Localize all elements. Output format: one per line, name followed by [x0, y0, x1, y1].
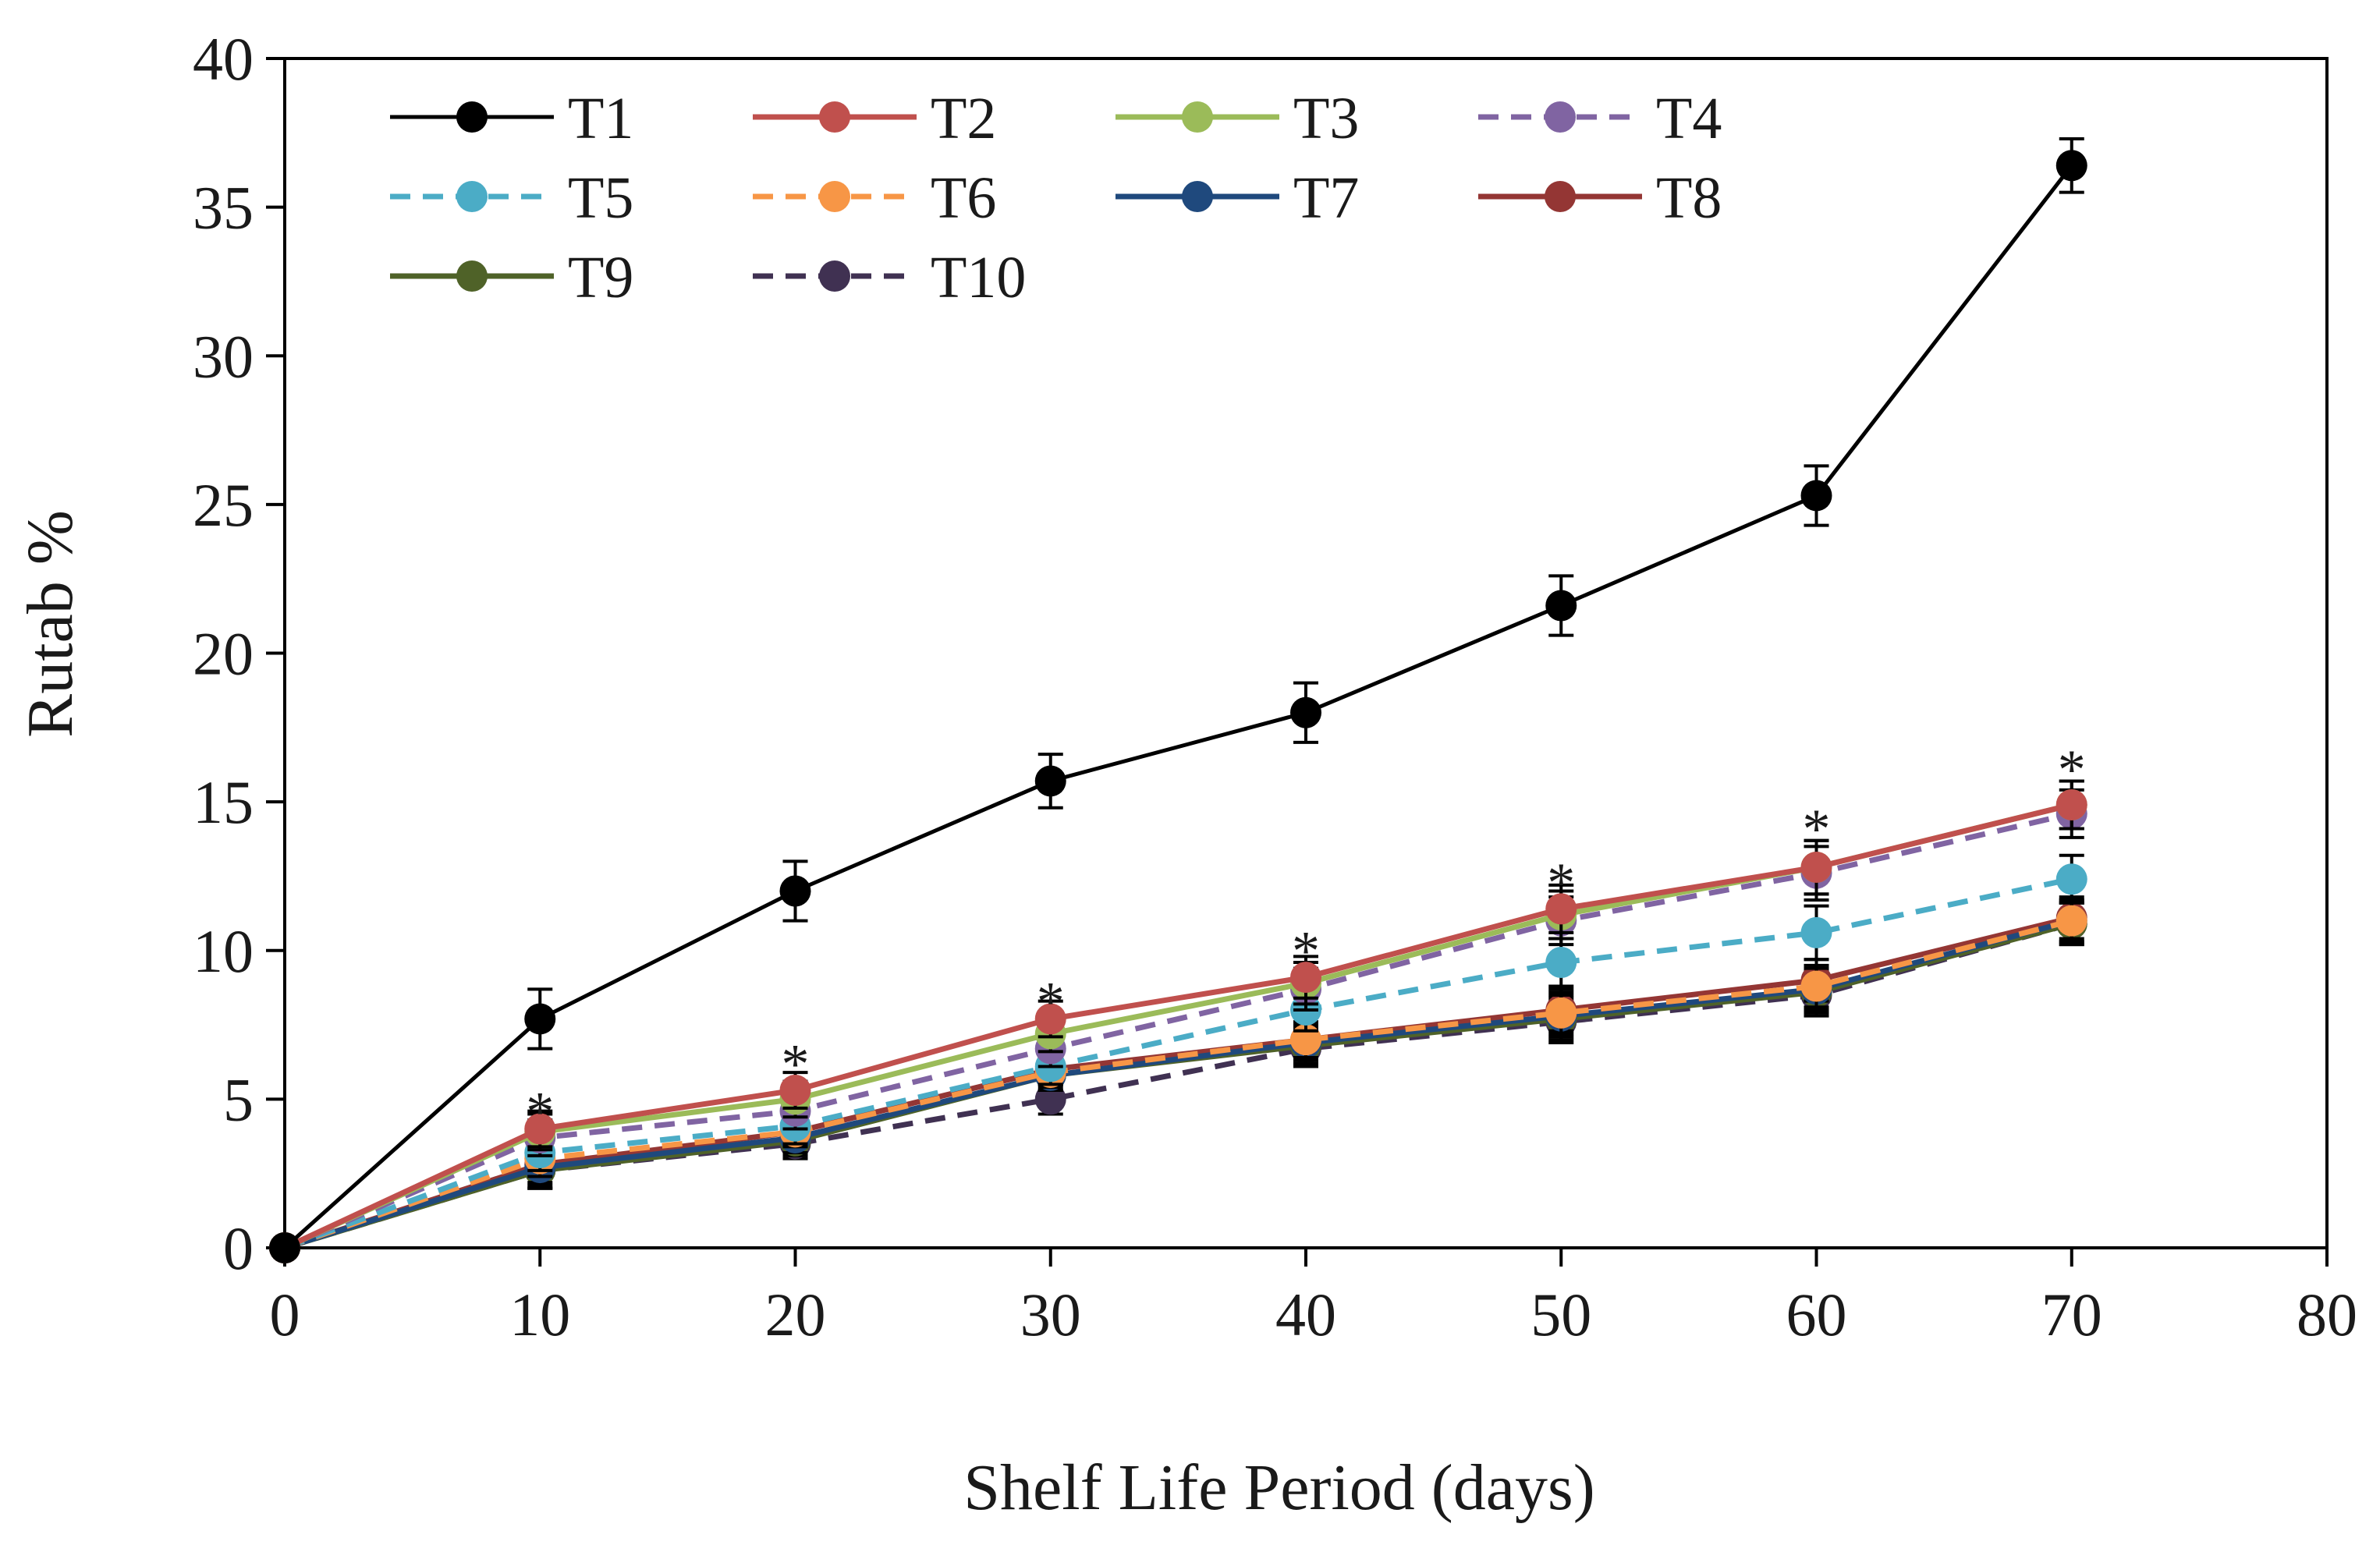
legend-swatch-marker [1545, 181, 1576, 212]
legend-item-t9: T9 [390, 245, 633, 310]
y-tick-label: 5 [223, 1065, 254, 1133]
y-axis: 0 5 10 15 20 25 30 35 40 [193, 25, 285, 1282]
legend-item-t5: T5 [390, 165, 633, 231]
data-point [1034, 765, 1066, 797]
significance-marker: * [2058, 739, 2086, 801]
data-point [2055, 905, 2087, 937]
legend-item-t7: T7 [1116, 165, 1359, 231]
legend-item-t6: T6 [753, 165, 996, 231]
legend-label: T10 [931, 245, 1026, 310]
legend-item-t4: T4 [1478, 86, 1722, 151]
legend-label: T7 [1293, 165, 1359, 231]
legend-label: T4 [1656, 86, 1722, 151]
legend-swatch-marker [819, 181, 850, 212]
data-point [2055, 788, 2087, 820]
series-line [283, 810, 2073, 1251]
data-point [2055, 863, 2087, 895]
legend-swatch-marker [456, 181, 488, 212]
legend-item-t8: T8 [1478, 165, 1722, 231]
x-tick-label: 40 [1275, 1281, 1336, 1348]
legend-swatch-marker [1182, 181, 1213, 212]
x-tick-label: 60 [1786, 1281, 1847, 1348]
x-tick-label: 80 [2297, 1281, 2357, 1348]
series-line [283, 918, 2073, 1251]
legend-swatch-marker [1545, 101, 1576, 133]
significance-marker: * [1037, 970, 1065, 1033]
x-tick-label: 0 [270, 1281, 300, 1348]
data-point [1290, 962, 1321, 994]
significance-annotations: * * * * * * * [526, 739, 2086, 1143]
y-tick-label: 40 [193, 25, 254, 93]
y-tick-label: 20 [193, 620, 254, 688]
significance-marker: * [1547, 852, 1575, 914]
significance-marker: * [526, 1080, 554, 1143]
x-tick-label: 50 [1531, 1281, 1591, 1348]
y-tick-label: 35 [193, 174, 254, 242]
data-point [1034, 1003, 1066, 1035]
legend-item-t3: T3 [1116, 86, 1359, 151]
series-line [283, 164, 2073, 1249]
data-point [1800, 480, 1832, 512]
data-point [1800, 916, 1832, 948]
y-tick-label: 15 [193, 768, 254, 836]
y-axis-title: Rutab % [14, 510, 87, 738]
legend-swatch-marker [819, 260, 850, 292]
x-tick-label: 30 [1020, 1281, 1081, 1348]
legend-item-t10: T10 [753, 245, 1026, 310]
legend-swatch-marker [819, 101, 850, 133]
legend-item-t2: T2 [753, 86, 996, 151]
data-point [1290, 696, 1321, 728]
legend: T1 T2 T3 T4 T5 T6 T7 T8 T9 T10 [390, 86, 1722, 310]
x-tick-label: 20 [765, 1281, 826, 1348]
series-t2 [269, 779, 2087, 1263]
y-tick-label: 30 [193, 322, 254, 390]
legend-label: T8 [1656, 165, 1722, 231]
significance-marker: * [1803, 798, 1831, 860]
legend-label: T6 [931, 165, 996, 231]
data-point [2055, 150, 2087, 182]
legend-item-t1: T1 [390, 86, 633, 151]
data-point [1545, 893, 1577, 925]
data-point [1800, 852, 1832, 883]
series-t1 [269, 136, 2087, 1263]
significance-marker: * [782, 1033, 810, 1095]
series-line [283, 918, 2073, 1251]
x-tick-label: 10 [509, 1281, 570, 1348]
data-point [1800, 970, 1832, 1002]
legend-label: T9 [568, 245, 633, 310]
x-axis-title: Shelf Life Period (days) [963, 1451, 1594, 1524]
data-point [779, 875, 811, 907]
data-point [524, 1003, 556, 1035]
legend-label: T1 [568, 86, 633, 151]
legend-swatch-marker [1182, 101, 1213, 133]
series-line [283, 876, 2073, 1251]
data-point [269, 1232, 300, 1263]
data-point [1545, 590, 1577, 622]
x-axis: 0 10 20 30 40 50 60 70 80 [270, 1248, 2357, 1348]
legend-label: T3 [1293, 86, 1359, 151]
legend-swatch-marker [456, 101, 488, 133]
series-layer [269, 136, 2087, 1263]
legend-swatch-marker [456, 260, 488, 292]
significance-marker: * [1292, 920, 1320, 983]
data-point [779, 1074, 811, 1106]
data-point [1545, 947, 1577, 978]
y-tick-label: 10 [193, 917, 254, 985]
series-line [283, 802, 2073, 1251]
data-point [524, 1113, 556, 1145]
legend-label: T5 [568, 165, 633, 231]
y-tick-label: 25 [193, 471, 254, 539]
data-point [1545, 997, 1577, 1029]
y-tick-label: 0 [223, 1214, 254, 1282]
x-tick-label: 70 [2041, 1281, 2102, 1348]
legend-label: T2 [931, 86, 996, 151]
